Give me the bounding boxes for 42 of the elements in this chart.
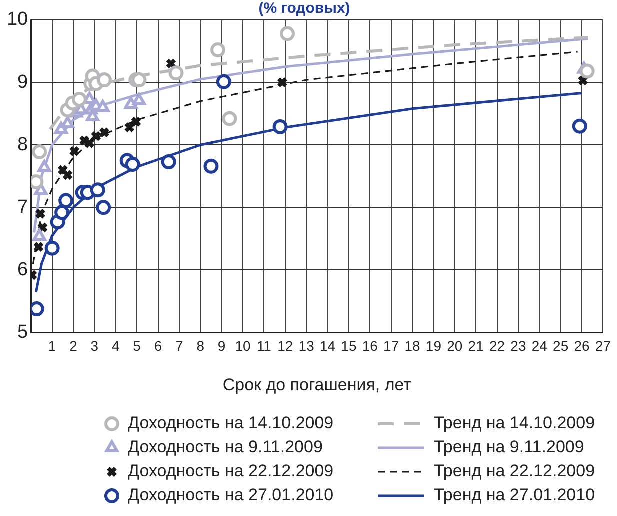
chart-title: (% годовых) <box>258 0 350 18</box>
x-tick-label: 8 <box>196 338 205 354</box>
x-tick-label: 13 <box>298 338 315 354</box>
x-tick-label: 15 <box>341 338 357 354</box>
x-tick-label: 12 <box>278 338 294 354</box>
y-tick-label: 8 <box>18 134 28 156</box>
x-tick-label: 18 <box>404 338 421 354</box>
legend-label: Доходность на 22.12.2009 <box>128 462 334 481</box>
x-tick-label: 24 <box>532 338 548 354</box>
y-tick-label: 10 <box>6 9 28 30</box>
x-tick-label: 20 <box>447 338 463 354</box>
legend-label: Тренд на 9.11.2009 <box>434 438 584 457</box>
x-tick-label: 17 <box>384 338 400 354</box>
x-tick-label: 14 <box>320 338 336 354</box>
x-tick-label: 16 <box>362 338 378 354</box>
x-tick-label: 27 <box>595 338 612 354</box>
y-tick-label: 9 <box>18 72 28 93</box>
legend-label: Доходность на 9.11.2009 <box>128 438 323 457</box>
x-axis-title: Срок до погашения, лет <box>222 375 412 394</box>
x-tick-label: 22 <box>489 338 506 354</box>
x-tick-label: 26 <box>574 338 590 354</box>
x-tick-label: 4 <box>112 338 120 354</box>
legend-label: Тренд на 27.01.2010 <box>434 486 596 505</box>
x-tick-label: 10 <box>235 338 252 354</box>
x-tick-label: 9 <box>218 338 226 354</box>
x-tick-label: 7 <box>176 338 184 354</box>
x-tick-label: 19 <box>426 338 442 354</box>
legend-label: Доходность на 27.01.2010 <box>128 486 334 505</box>
x-tick-label: 3 <box>90 338 99 354</box>
y-tick-label: 7 <box>18 196 28 218</box>
legend-label: Доходность на 14.10.2009 <box>128 414 334 433</box>
legend-label: Тренд на 22.12.2009 <box>434 462 596 481</box>
x-tick-label: 25 <box>553 338 569 354</box>
x-tick-label: 2 <box>70 338 78 354</box>
x-tick-label: 11 <box>256 338 272 354</box>
x-tick-label: 23 <box>510 338 526 354</box>
y-tick-label: 6 <box>18 259 28 280</box>
legend-label: Тренд на 14.10.2009 <box>434 414 596 433</box>
x-tick-label: 6 <box>154 338 162 354</box>
x-tick-label: 5 <box>133 338 142 354</box>
x-tick-label: 21 <box>468 338 484 354</box>
x-tick-label: 1 <box>48 338 56 354</box>
